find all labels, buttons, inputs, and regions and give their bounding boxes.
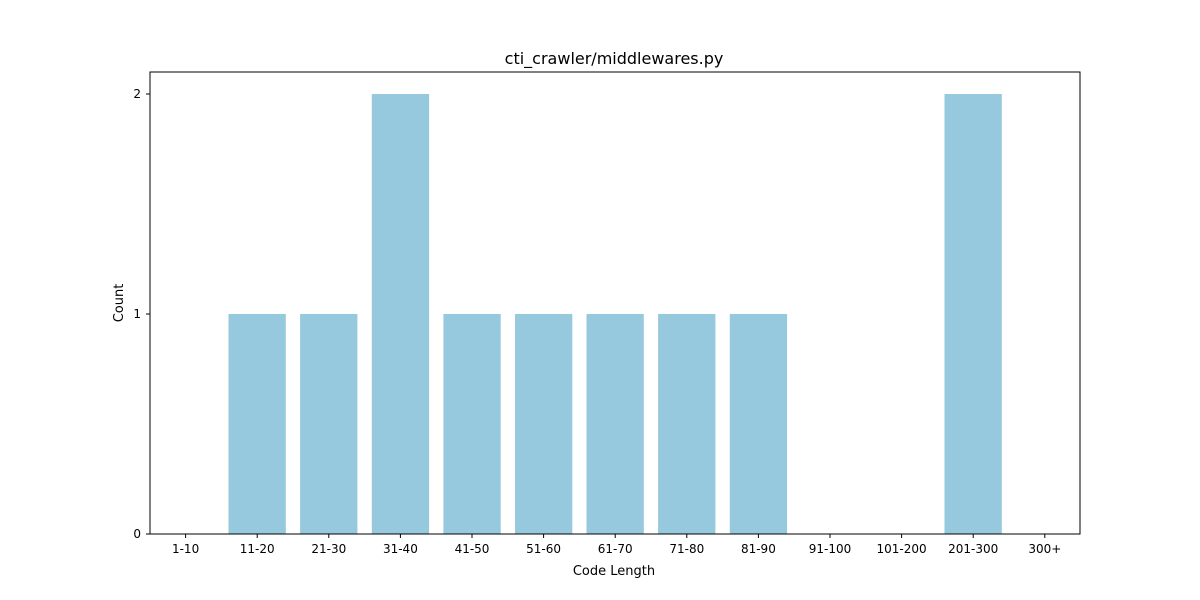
bar-31-40 — [371, 94, 430, 534]
x-tick-label: 81-90 — [741, 542, 776, 556]
x-tick-label: 300+ — [1028, 542, 1061, 556]
bar-51-60 — [515, 314, 573, 534]
bar-71-80 — [658, 314, 716, 534]
x-tick-label: 11-20 — [240, 542, 275, 556]
x-tick-label: 1-10 — [172, 542, 199, 556]
x-tick-label: 61-70 — [598, 542, 633, 556]
bars-group — [228, 94, 1002, 534]
y-tick-label: 1 — [133, 307, 141, 321]
x-tick-label: 201-300 — [948, 542, 998, 556]
x-axis-label: Code Length — [573, 564, 655, 579]
bar-61-70 — [586, 314, 644, 534]
y-axis-label: Count — [112, 284, 127, 323]
x-axis-ticks: 1-10 11-20 21-30 31-40 41-50 51-60 61-70 71-80 8… — [172, 534, 1061, 556]
chart-title: cti_crawler/middlewares.py — [505, 49, 724, 69]
x-tick-label: 71-80 — [669, 542, 704, 556]
y-tick-label: 2 — [133, 87, 141, 101]
y-tick-label: 0 — [133, 527, 141, 541]
bar-81-90 — [729, 314, 788, 534]
x-tick-label: 21-30 — [311, 542, 346, 556]
x-tick-label: 51-60 — [526, 542, 561, 556]
bar-11-20 — [228, 314, 286, 534]
x-tick-label: 101-200 — [877, 542, 927, 556]
x-tick-label: 31-40 — [383, 542, 418, 556]
bar-41-50 — [443, 314, 501, 534]
y-axis-ticks: 0 1 2 — [133, 87, 150, 541]
bar-21-30 — [300, 314, 358, 534]
x-tick-label: 91-100 — [809, 542, 852, 556]
bar-201-300 — [944, 94, 1002, 534]
x-tick-label: 41-50 — [455, 542, 490, 556]
